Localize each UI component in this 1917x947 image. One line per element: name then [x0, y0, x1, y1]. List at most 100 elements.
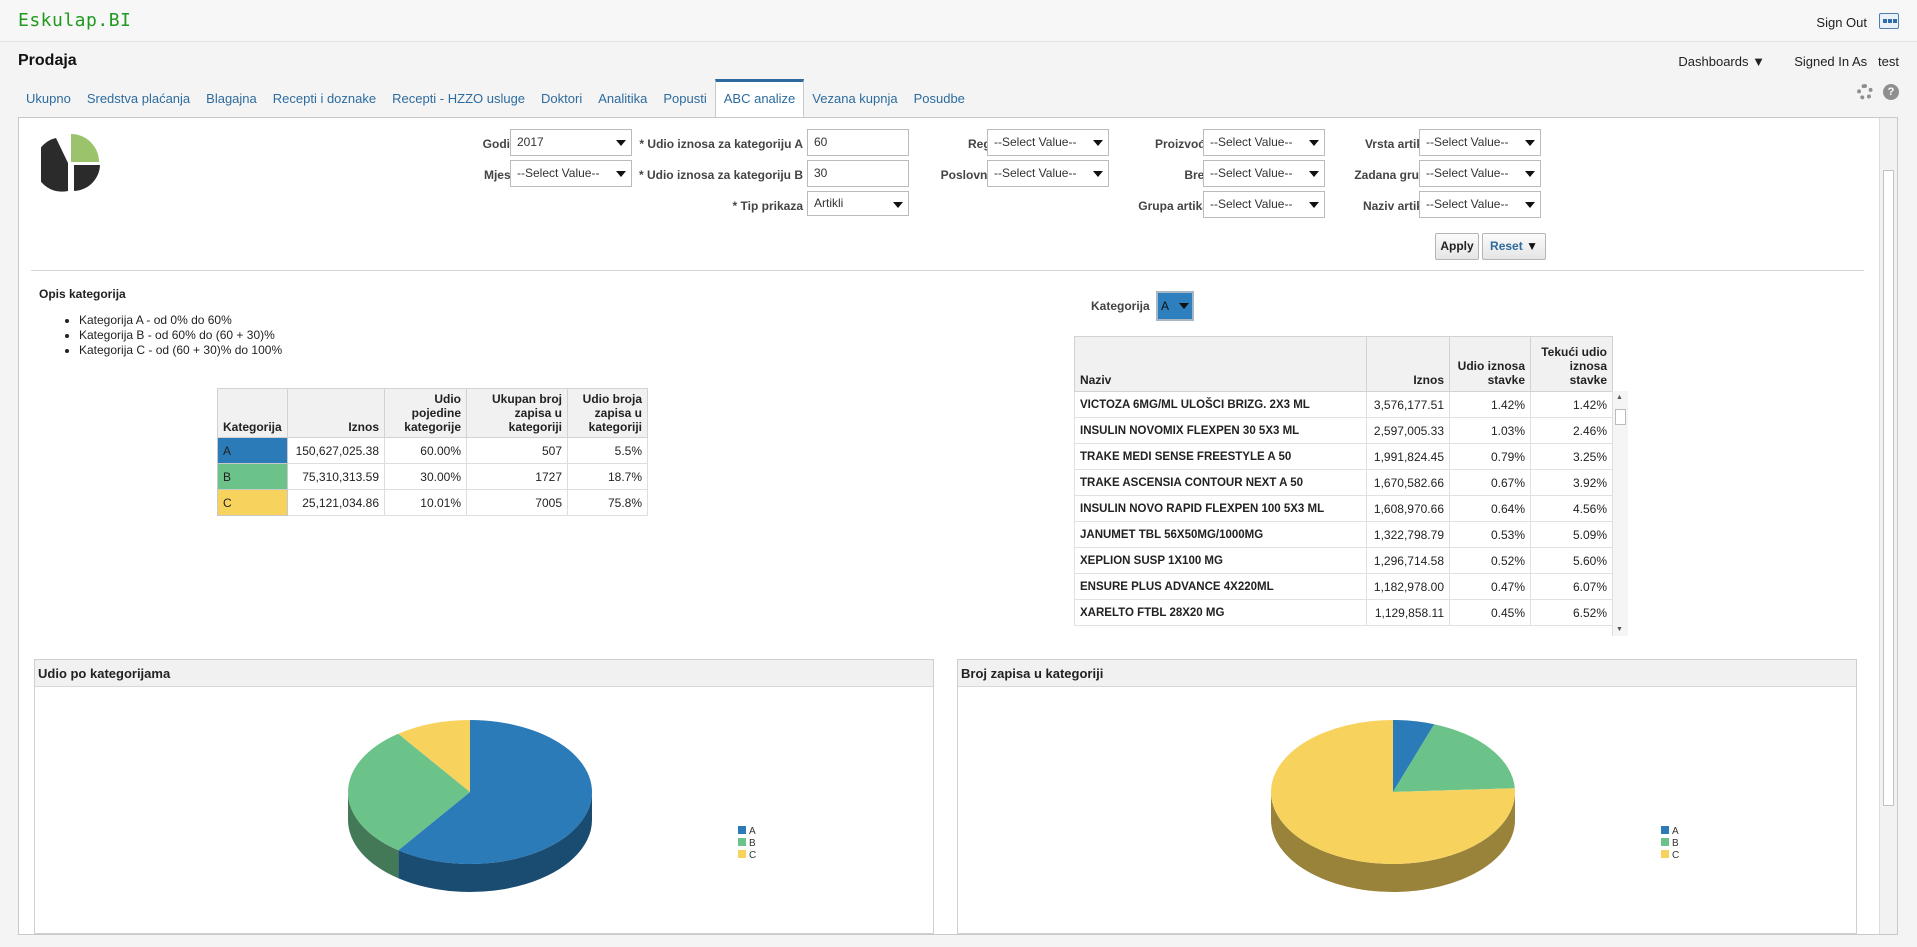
pie-slice-C[interactable] — [398, 720, 470, 792]
legend-swatch — [1661, 826, 1669, 834]
grupa-artikala-value: --Select Value-- — [1210, 197, 1293, 211]
pie-side-A — [398, 792, 592, 892]
column-header[interactable]: Iznos — [1366, 336, 1450, 392]
godina-value: 2017 — [517, 135, 544, 149]
regija-value: --Select Value-- — [994, 135, 1077, 149]
vrsta-artikla-value: --Select Value-- — [1426, 135, 1509, 149]
dropdown-arrow-icon — [616, 171, 626, 177]
pie-slice-C[interactable] — [1271, 720, 1515, 864]
dropdown-arrow-icon — [616, 140, 626, 146]
legend-swatch — [1661, 838, 1669, 846]
opis-list: Kategorija A - od 0% do 60% Kategorija B… — [79, 313, 282, 358]
tab-doktori[interactable]: Doktori — [541, 91, 583, 106]
dashboards-menu[interactable]: Dashboards ▼ — [1678, 54, 1765, 69]
legend-label: B — [749, 838, 756, 849]
dropdown-arrow-icon — [1309, 202, 1319, 208]
opis-item: Kategorija B - od 60% do (60 + 30)% — [79, 328, 282, 342]
table-row: INSULIN NOVOMIX FLEXPEN 30 5X3 ML 2,597,0… — [1074, 417, 1613, 444]
column-header[interactable]: Iznos — [287, 388, 385, 438]
scrollbar-thumb[interactable] — [1883, 170, 1894, 806]
dashboard-tabs: Ukupno Sredstva plaćanja Blagajna Recept… — [18, 79, 973, 117]
pie-slice-B[interactable] — [348, 733, 470, 851]
chevron-down-icon: ▼ — [1526, 239, 1538, 253]
tip-prikaza-select[interactable]: Artikli — [807, 191, 909, 216]
legend-label: B — [1672, 838, 1679, 849]
items-table-container: Naziv Iznos Udio iznosa stavke Tekući ud… — [1074, 336, 1628, 636]
items-table-scrollbar[interactable]: ▲ ▼ — [1612, 391, 1628, 636]
godina-select[interactable]: 2017 — [510, 129, 632, 156]
tab-popusti[interactable]: Popusti — [663, 91, 707, 106]
sign-out-link[interactable]: Sign Out — [1816, 15, 1867, 30]
legend-label: A — [1672, 826, 1679, 837]
scroll-up-icon[interactable]: ▲ — [1616, 394, 1623, 401]
column-header[interactable]: Tekući udio iznosa stavke — [1530, 336, 1613, 392]
tab-vezana-kupnja[interactable]: Vezana kupnja — [812, 91, 898, 106]
help-icon[interactable]: ? — [1883, 84, 1899, 100]
grupa-artikala-select[interactable]: --Select Value-- — [1203, 191, 1325, 218]
dashboard-content: Godina 2017 Mjesec --Select Value-- * Ud… — [18, 117, 1898, 935]
kategorija-filter-label: Kategorija — [1091, 299, 1150, 313]
tab-posudbe[interactable]: Posudbe — [913, 91, 965, 106]
legend-swatch — [738, 850, 746, 858]
share-cell: 0.67% — [1449, 469, 1531, 496]
reset-button[interactable]: Reset ▼ — [1482, 233, 1546, 260]
amount-cell: 1,129,858.11 — [1366, 599, 1450, 626]
tab-ukupno[interactable]: Ukupno — [26, 91, 71, 106]
tab-recepti-i-doznake[interactable]: Recepti i doznake — [272, 91, 377, 106]
column-header[interactable]: Kategorija — [217, 388, 288, 438]
proizvodac-select[interactable]: --Select Value-- — [1203, 129, 1325, 156]
chart-title: Broj zapisa u kategoriji — [958, 660, 1856, 687]
kategorija-filter-select[interactable]: A — [1156, 291, 1194, 321]
legend-item-B: B — [1661, 838, 1679, 849]
tab-recepti-hzzo-usluge[interactable]: Recepti - HZZO usluge — [392, 91, 526, 106]
amount-cell: 3,576,177.51 — [1366, 391, 1450, 418]
table-row: TRAKE ASCENSIA CONTOUR NEXT A 50 1,670,58… — [1074, 469, 1613, 496]
count-cell: 7005 — [466, 489, 568, 516]
vrsta-artikla-select[interactable]: --Select Value-- — [1419, 129, 1541, 156]
page-title: Prodaja — [18, 52, 77, 69]
count-share-cell: 5.5% — [567, 437, 648, 464]
page-scrollbar[interactable] — [1879, 118, 1897, 934]
column-header[interactable]: Udio pojedine kategorije — [384, 388, 467, 438]
tab-abc-analize[interactable]: ABC analize — [714, 79, 805, 117]
zadana-grupa-select[interactable]: --Select Value-- — [1419, 160, 1541, 187]
scroll-down-icon[interactable]: ▼ — [1616, 626, 1623, 633]
running-share-cell: 2.46% — [1530, 417, 1613, 444]
zadana-grupa-label: Zadana grupa — [1354, 168, 1433, 182]
tab-blagajna[interactable]: Blagajna — [206, 91, 257, 106]
tab-sredstva-placanja[interactable]: Sredstva plaćanja — [86, 91, 191, 106]
name-cell: INSULIN NOVOMIX FLEXPEN 30 5X3 ML — [1074, 417, 1367, 444]
brend-select[interactable]: --Select Value-- — [1203, 160, 1325, 187]
column-header[interactable]: Udio iznosa stavke — [1449, 336, 1531, 392]
column-header[interactable]: Ukupan broj zapisa u kategoriji — [466, 388, 568, 438]
udio-b-input[interactable]: 30 — [807, 160, 909, 187]
dropdown-arrow-icon — [1179, 303, 1189, 309]
scrollbar-thumb[interactable] — [1615, 409, 1626, 425]
running-share-cell: 6.07% — [1530, 573, 1613, 600]
naziv-artikla-select[interactable]: --Select Value-- — [1419, 191, 1541, 218]
pie-slice-B[interactable] — [1393, 724, 1515, 792]
amount-cell: 1,322,798.79 — [1366, 521, 1450, 548]
legend-swatch — [1661, 850, 1669, 858]
udio-a-input[interactable]: 60 — [807, 129, 909, 156]
tab-analitika[interactable]: Analitika — [598, 91, 648, 106]
amount-cell: 1,608,970.66 — [1366, 495, 1450, 522]
gear-icon[interactable] — [1857, 84, 1873, 100]
column-header[interactable]: Udio broja zapisa u kategoriji — [567, 388, 648, 438]
legend-swatch — [738, 838, 746, 846]
column-header[interactable]: Naziv — [1074, 336, 1367, 392]
pie-slice-A[interactable] — [398, 720, 592, 864]
amount-cell: 150,627,025.38 — [287, 437, 385, 464]
dropdown-arrow-icon — [1093, 140, 1103, 146]
signed-in-info[interactable]: Signed In As test — [1794, 54, 1899, 69]
table-row: ENSURE PLUS ADVANCE 4X220ML 1,182,978.00 0… — [1074, 573, 1613, 600]
apps-grid-icon[interactable] — [1879, 13, 1899, 29]
regija-select[interactable]: --Select Value-- — [987, 129, 1109, 156]
apply-button[interactable]: Apply — [1435, 233, 1479, 260]
share-cell: 1.03% — [1449, 417, 1531, 444]
mjesec-select[interactable]: --Select Value-- — [510, 160, 632, 187]
pie-slice-A[interactable] — [1393, 720, 1435, 792]
running-share-cell: 1.42% — [1530, 391, 1613, 418]
legend-label: C — [749, 850, 756, 861]
poslovnica-select[interactable]: --Select Value-- — [987, 160, 1109, 187]
